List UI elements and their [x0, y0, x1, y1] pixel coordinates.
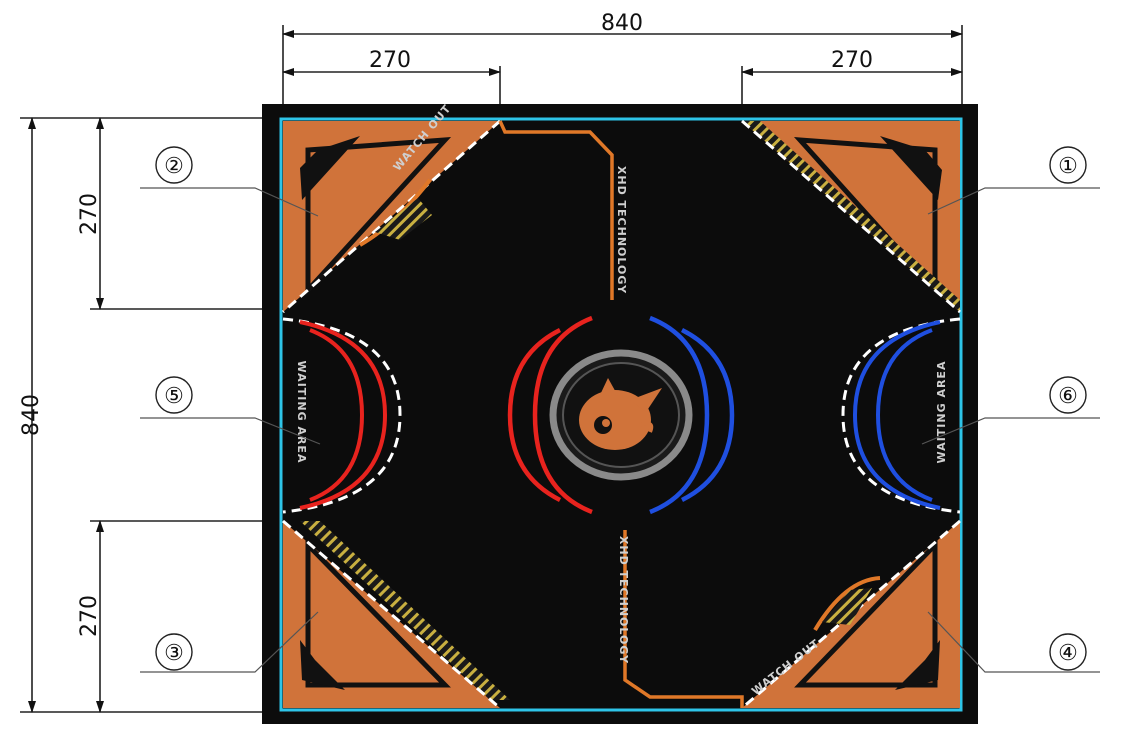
dim-side-bottom: 270 — [77, 520, 283, 713]
center-logo-icon — [579, 378, 662, 450]
mat-text-tech-bottom: XHD TECHNOLOGY — [617, 536, 630, 664]
dim-top-right: 270 — [741, 48, 963, 104]
dim-side-total: 840 — [19, 117, 283, 713]
bottom-orange-path — [623, 530, 744, 708]
callout-2-label: ② — [164, 154, 184, 179]
callout-5: ⑤ — [140, 376, 321, 445]
dim-side-top-label: 270 — [77, 193, 102, 235]
mat-text-waiting-right: WAITING AREA — [935, 361, 948, 464]
dim-side-total-label: 840 — [19, 394, 44, 436]
callout-6: ⑥ — [921, 376, 1100, 445]
top-orange-path — [498, 120, 614, 300]
dim-top-right-label: 270 — [831, 48, 873, 73]
dim-side-bottom-label: 270 — [77, 595, 102, 637]
mat-text-tech-top: XHD TECHNOLOGY — [615, 166, 628, 294]
dim-side-top: 270 — [77, 117, 283, 310]
corner-zone-2 — [282, 119, 501, 314]
corner-zone-3 — [282, 519, 510, 710]
callout-1-label: ① — [1058, 154, 1078, 179]
dim-top-total: 840 — [282, 11, 963, 108]
callout-3: ③ — [140, 611, 319, 673]
waiting-area-left — [282, 317, 402, 514]
waiting-area-right — [841, 317, 961, 514]
callout-4: ④ — [927, 611, 1100, 673]
dim-top-total-label: 840 — [601, 11, 643, 36]
mat-text-waiting-left: WAITING AREA — [295, 361, 308, 464]
corner-zone-4 — [741, 519, 961, 710]
callout-6-label: ⑥ — [1058, 384, 1078, 409]
corner-zone-1 — [741, 119, 961, 314]
callout-4-label: ④ — [1058, 641, 1078, 666]
callout-3-label: ③ — [164, 641, 184, 666]
dim-top-left: 270 — [282, 48, 501, 104]
callout-5-label: ⑤ — [164, 384, 184, 409]
dim-top-left-label: 270 — [369, 48, 411, 73]
callout-2: ② — [140, 146, 319, 217]
callout-1: ① — [927, 146, 1100, 215]
